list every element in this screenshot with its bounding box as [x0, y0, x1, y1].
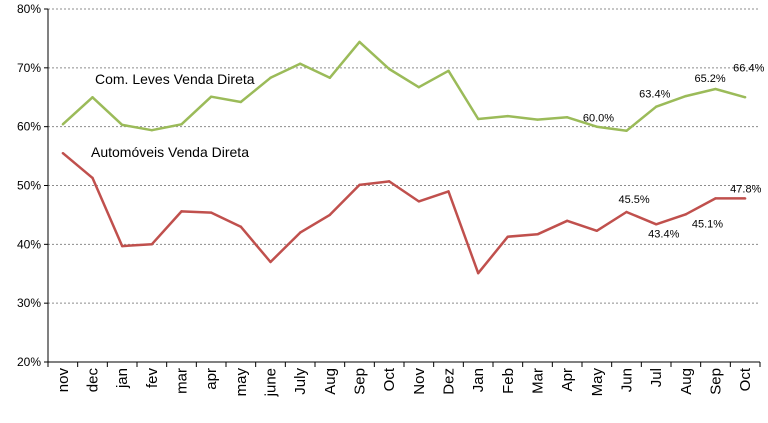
data-point [476, 117, 480, 121]
labels-layer: Com. Leves Venda Direta Automóveis Venda … [91, 62, 765, 240]
data-point [328, 213, 332, 217]
data-point [358, 183, 361, 187]
data-point [506, 114, 510, 118]
data-point [565, 219, 569, 222]
x-tick-label: Jun [619, 368, 636, 392]
gridlines [48, 8, 760, 304]
y-tick-label: 40% [17, 237, 41, 251]
data-label: 66.4% [733, 62, 764, 74]
x-tick-label: jan [114, 368, 131, 389]
data-point [714, 87, 717, 91]
data-point [625, 210, 628, 214]
data-point [654, 223, 658, 226]
series-line-1 [61, 152, 746, 275]
data-point [269, 260, 272, 264]
y-tick-label: 20% [17, 355, 41, 369]
data-point [61, 151, 65, 155]
data-point [120, 244, 124, 248]
x-tick-label: Jul [648, 368, 665, 387]
x-tick-label: apr [203, 368, 220, 390]
data-point [328, 76, 332, 80]
data-point [180, 210, 183, 213]
x-tick-label: Jan [470, 368, 487, 392]
data-point [358, 40, 361, 44]
data-point [91, 96, 94, 99]
data-point [239, 225, 243, 228]
x-tick-label: Nov [411, 368, 428, 395]
data-point [91, 176, 94, 180]
data-point [61, 123, 65, 126]
series-name-label: Com. Leves Venda Direta [95, 71, 255, 87]
data-point [417, 86, 421, 89]
data-point [743, 96, 747, 99]
data-label: 45.1% [692, 218, 723, 230]
x-tick-label: Feb [500, 368, 517, 394]
x-tick-label: Oct [381, 367, 398, 391]
data-point [743, 197, 747, 200]
data-point [150, 243, 154, 246]
data-point [387, 67, 391, 71]
data-point [536, 118, 539, 121]
series-layer [61, 40, 747, 275]
data-point [180, 123, 183, 126]
data-point [595, 125, 599, 128]
x-tick-label: nov [55, 368, 72, 393]
y-tick-label: 80% [17, 2, 41, 16]
x-tick-label: Dez [441, 368, 458, 395]
x-tick-label: Apr [559, 368, 576, 391]
x-tick-label: Mar [530, 368, 547, 394]
data-label: 60.0% [583, 113, 614, 125]
data-point [269, 76, 272, 80]
y-tick-label: 70% [17, 61, 41, 75]
data-point [684, 213, 688, 216]
data-point [536, 233, 539, 236]
data-point [565, 116, 569, 119]
data-point [120, 123, 124, 127]
x-tick-label: june [263, 368, 280, 397]
data-point [476, 271, 480, 275]
data-label: 47.8% [730, 183, 761, 195]
x-tick-label: Sep [352, 368, 369, 395]
x-tick-label: Aug [678, 368, 695, 395]
series-name-label: Automóveis Venda Direta [91, 144, 249, 160]
data-point [506, 235, 510, 238]
data-point [625, 129, 628, 132]
data-label: 65.2% [695, 73, 726, 85]
data-label: 43.4% [648, 228, 679, 240]
x-tick-label: Oct [737, 367, 754, 391]
data-point [239, 100, 243, 104]
data-point [595, 229, 599, 233]
x-tick-label: dec [85, 368, 102, 393]
data-label: 45.5% [619, 194, 650, 206]
data-point [209, 211, 213, 214]
data-point [298, 231, 302, 234]
x-tick-label: may [233, 368, 250, 397]
axes: 20% 30% 40% 50% 60% 70% 80% nov dec jan fev mar apr m… [17, 2, 761, 397]
x-tick-label: Aug [322, 368, 339, 395]
data-point [654, 105, 658, 108]
y-tick-label: 30% [17, 296, 41, 310]
data-point [417, 200, 421, 203]
y-tick-label: 60% [17, 120, 41, 134]
data-point [150, 128, 154, 132]
data-point [209, 95, 213, 98]
data-point [447, 190, 450, 193]
series-line-0 [61, 40, 746, 133]
x-tick-label: mar [174, 368, 191, 394]
x-tick-label: July [292, 368, 309, 395]
x-tick-label: fev [144, 368, 161, 389]
x-tick-label: May [589, 368, 606, 397]
data-point [447, 69, 450, 72]
data-label: 63.4% [639, 89, 670, 101]
x-tick-label: Sep [708, 368, 725, 395]
data-point [298, 62, 302, 65]
data-point [387, 180, 391, 183]
y-tick-label: 50% [17, 179, 41, 193]
data-point [684, 94, 688, 98]
data-point [714, 197, 717, 200]
